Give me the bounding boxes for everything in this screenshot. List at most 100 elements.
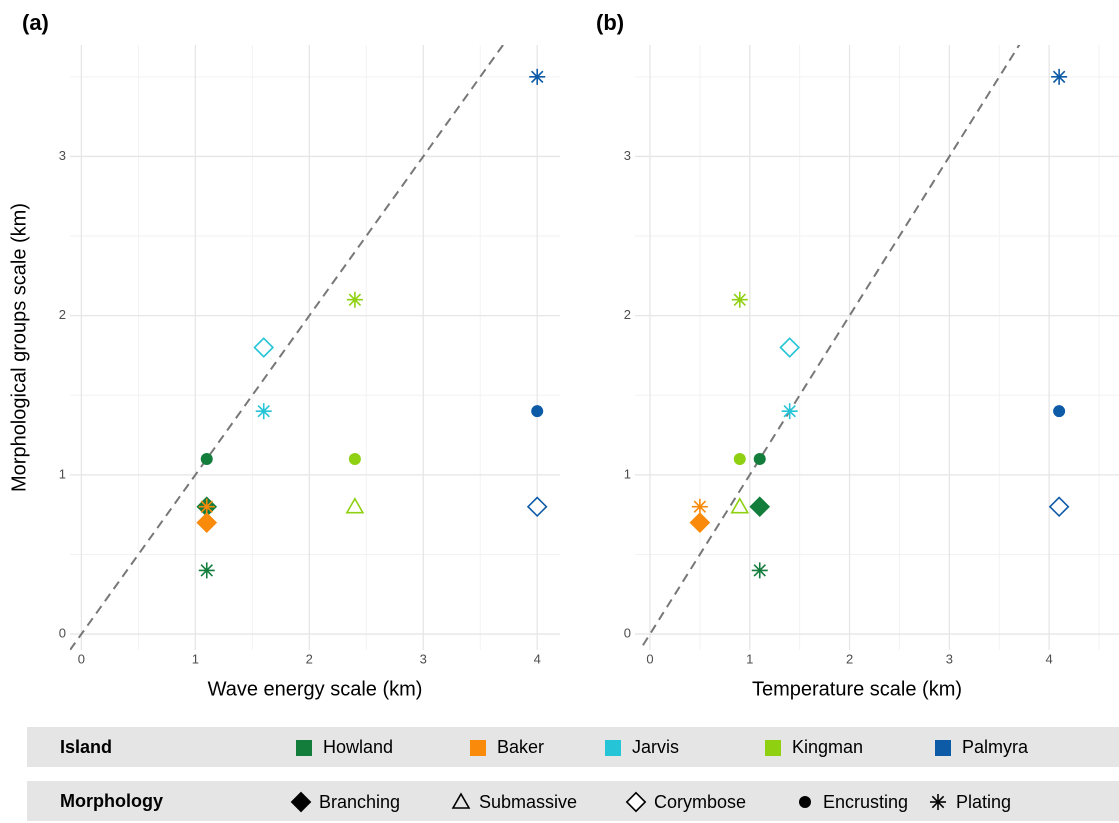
marker-stroke (348, 293, 362, 306)
marker-shape (451, 792, 471, 809)
legend-swatch (296, 740, 312, 756)
legend-key (930, 794, 946, 810)
marker-stroke (783, 404, 796, 418)
legend-label: Submassive (479, 792, 577, 812)
x-axis-title: Temperature scale (km) (752, 678, 962, 700)
legend-label: Kingman (792, 737, 863, 757)
marker-stroke (753, 564, 766, 577)
panel-label: (b) (596, 10, 624, 35)
marker-shape (689, 512, 711, 533)
marker-shape (733, 452, 746, 465)
legend-swatch (935, 740, 951, 756)
data-point (733, 452, 746, 465)
data-point (691, 498, 708, 515)
legend-title: Island (60, 737, 112, 757)
x-tick-label: 3 (420, 651, 427, 666)
marker-shape (625, 791, 647, 813)
data-point (346, 291, 363, 308)
marker-shape (749, 496, 771, 518)
data-point (731, 291, 748, 308)
y-tick-label: 2 (624, 307, 631, 322)
data-point (1048, 496, 1070, 518)
legend-label: Corymbose (654, 792, 746, 812)
x-tick-label: 4 (1046, 651, 1053, 666)
marker-stroke (200, 500, 213, 513)
marker-shape (1048, 496, 1070, 518)
y-tick-label: 0 (59, 626, 66, 641)
marker-shape (290, 791, 312, 813)
legend-label: Jarvis (632, 737, 679, 757)
marker-shape (348, 452, 361, 465)
legend-swatch (765, 740, 781, 756)
data-point (781, 403, 798, 420)
marker-shape (799, 796, 811, 808)
legend-label: Encrusting (823, 792, 908, 812)
marker-stroke (693, 500, 707, 513)
legend-key (799, 796, 811, 808)
marker-stroke (931, 795, 945, 809)
data-point (348, 452, 361, 465)
legend-band (27, 727, 1119, 767)
y-tick-label: 1 (624, 466, 631, 481)
x-tick-label: 0 (646, 651, 653, 666)
marker-shape (196, 512, 218, 533)
data-point (779, 337, 801, 358)
data-point (689, 512, 711, 533)
x-tick-label: 1 (192, 651, 199, 666)
legend-swatch (605, 740, 621, 756)
marker-stroke (530, 70, 544, 84)
data-point (198, 498, 215, 515)
marker-shape (531, 405, 544, 418)
data-point (531, 405, 544, 418)
marker-shape (200, 452, 213, 465)
legend-swatch (470, 740, 486, 756)
marker-stroke (257, 404, 270, 418)
y-tick-label: 0 (624, 626, 631, 641)
marker-stroke (1052, 70, 1066, 84)
data-point (753, 452, 766, 465)
marker-stroke (200, 564, 213, 577)
x-axis-title: Wave energy scale (km) (208, 678, 423, 700)
data-point (526, 496, 548, 518)
marker-shape (753, 452, 766, 465)
marker-shape (526, 496, 548, 518)
legend-label: Branching (319, 792, 400, 812)
data-point (749, 496, 771, 518)
data-point (1051, 68, 1068, 85)
data-point (730, 497, 750, 514)
reference-line (70, 45, 505, 650)
data-point (253, 337, 275, 358)
data-point (198, 562, 215, 579)
legend-key (625, 791, 647, 813)
legend-key (290, 791, 312, 813)
data-point (751, 562, 768, 579)
y-axis-title: Morphological groups scale (km) (8, 203, 30, 492)
y-tick-label: 3 (624, 148, 631, 163)
marker-shape (730, 497, 750, 514)
reference-line (638, 45, 1021, 650)
marker-shape (345, 497, 365, 514)
legend-label: Howland (323, 737, 393, 757)
marker-shape (1053, 405, 1066, 418)
x-tick-label: 2 (846, 651, 853, 666)
y-tick-label: 2 (59, 307, 66, 322)
x-tick-label: 2 (306, 651, 313, 666)
data-point (200, 452, 213, 465)
panel-label: (a) (22, 10, 49, 35)
y-tick-label: 1 (59, 466, 66, 481)
x-tick-label: 1 (746, 651, 753, 666)
marker-shape (779, 337, 801, 358)
data-point (345, 497, 365, 514)
x-tick-label: 0 (78, 651, 85, 666)
marker-shape (253, 337, 275, 358)
marker-stroke (733, 293, 747, 306)
y-tick-label: 3 (59, 148, 66, 163)
legend-key (451, 792, 471, 809)
x-tick-label: 3 (946, 651, 953, 666)
legend-title: Morphology (60, 791, 163, 811)
data-point (196, 512, 218, 533)
x-tick-label: 4 (534, 651, 541, 666)
data-point (1053, 405, 1066, 418)
data-point (255, 403, 272, 420)
